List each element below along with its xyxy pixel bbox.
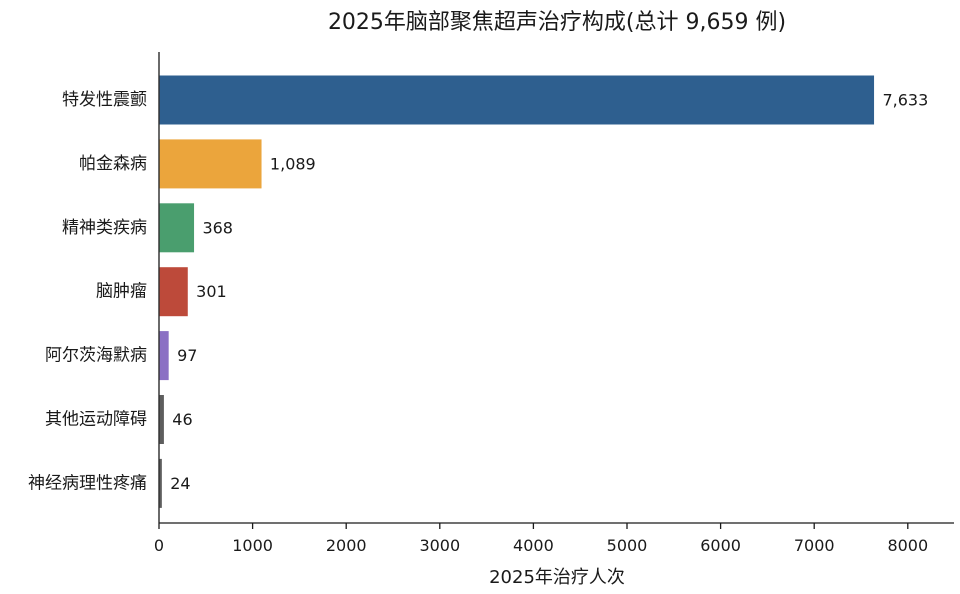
- x-tick-label-2: 1000: [232, 536, 273, 555]
- value-labels: 7,633 1,089 368 301 97 46 24: [170, 91, 928, 493]
- value-label-1: 7,633: [882, 91, 928, 110]
- bar-6: [159, 395, 164, 444]
- bar-4: [159, 267, 188, 317]
- category-label-1: 特发性震颤: [62, 90, 147, 110]
- chart-title: 2025年脑部聚焦超声治疗构成(总计 9,659 例): [328, 10, 786, 35]
- bar-1: [159, 75, 875, 125]
- category-label-3: 精神类疾病: [62, 218, 147, 238]
- bar-7: [159, 458, 162, 508]
- x-tick-label-8: 7000: [794, 536, 835, 555]
- category-label-6: 其他运动障碍: [45, 410, 147, 430]
- category-label-2: 帕金森病: [79, 154, 147, 174]
- value-label-4: 301: [196, 282, 227, 301]
- category-label-5: 阿尔茨海默病: [45, 346, 147, 366]
- category-label-7: 神经病理性疼痛: [28, 473, 147, 493]
- x-axis-title: 2025年治疗人次: [489, 567, 625, 588]
- x-tick-label-9: 8000: [887, 536, 928, 555]
- value-label-2: 1,089: [270, 154, 316, 173]
- x-tick-label-3: 2000: [326, 536, 367, 555]
- bars-group: [159, 75, 875, 508]
- x-axis-ticks: 0 1000 2000 3000 4000 5000 6000 7000 8000: [154, 523, 928, 555]
- category-label-4: 脑肿瘤: [96, 282, 147, 302]
- x-tick-label-6: 5000: [607, 536, 648, 555]
- value-label-5: 97: [177, 346, 197, 365]
- bar-5: [159, 331, 169, 381]
- value-label-6: 46: [172, 410, 192, 429]
- x-tick-label-5: 4000: [513, 536, 554, 555]
- bar-2: [159, 139, 262, 189]
- x-tick-label-4: 3000: [419, 536, 460, 555]
- bar-3: [159, 203, 195, 253]
- value-label-3: 368: [202, 218, 233, 237]
- value-label-7: 24: [170, 474, 190, 493]
- x-tick-label-1: 0: [154, 536, 164, 555]
- x-tick-label-7: 6000: [700, 536, 741, 555]
